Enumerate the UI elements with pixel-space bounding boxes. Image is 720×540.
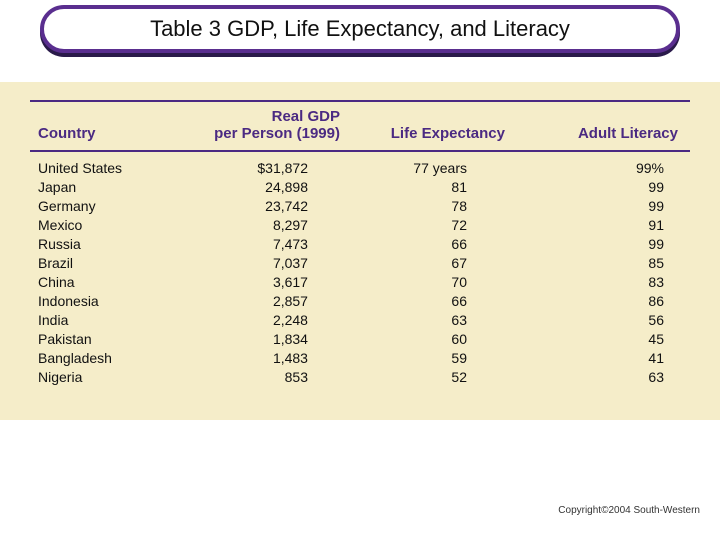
cell-gdp: $31,872 — [188, 151, 360, 178]
table-row: Japan24,8988199 — [30, 178, 690, 197]
table-row: Brazil7,0376785 — [30, 254, 690, 273]
cell-life: 67 — [360, 254, 525, 273]
cell-gdp: 853 — [188, 368, 360, 387]
header-country: Country — [30, 104, 188, 151]
cell-gdp: 23,742 — [188, 197, 360, 216]
cell-gdp: 3,617 — [188, 273, 360, 292]
cell-country: Russia — [30, 235, 188, 254]
cell-literacy: 86 — [525, 292, 690, 311]
cell-literacy: 83 — [525, 273, 690, 292]
cell-life: 78 — [360, 197, 525, 216]
cell-literacy: 63 — [525, 368, 690, 387]
cell-literacy: 99% — [525, 151, 690, 178]
cell-country: Japan — [30, 178, 188, 197]
table-row: Nigeria8535263 — [30, 368, 690, 387]
cell-gdp: 2,248 — [188, 311, 360, 330]
table-row: Germany23,7427899 — [30, 197, 690, 216]
cell-life: 63 — [360, 311, 525, 330]
header-gdp: Real GDP per Person (1999) — [188, 104, 360, 151]
cell-literacy: 85 — [525, 254, 690, 273]
cell-life: 52 — [360, 368, 525, 387]
table-row: Bangladesh1,4835941 — [30, 349, 690, 368]
header-gdp-line2: per Person (1999) — [214, 125, 340, 142]
cell-literacy: 99 — [525, 178, 690, 197]
cell-country: Pakistan — [30, 330, 188, 349]
cell-country: Germany — [30, 197, 188, 216]
cell-gdp: 2,857 — [188, 292, 360, 311]
cell-gdp: 7,473 — [188, 235, 360, 254]
table-body: United States$31,87277 years99%Japan24,8… — [30, 151, 690, 387]
cell-life: 81 — [360, 178, 525, 197]
cell-literacy: 91 — [525, 216, 690, 235]
cell-gdp: 8,297 — [188, 216, 360, 235]
cell-country: Brazil — [30, 254, 188, 273]
title-bar: Table 3 GDP, Life Expectancy, and Litera… — [40, 5, 680, 53]
page-title: Table 3 GDP, Life Expectancy, and Litera… — [150, 16, 570, 42]
table-row: Pakistan1,8346045 — [30, 330, 690, 349]
cell-country: Mexico — [30, 216, 188, 235]
table-panel: Country Real GDP per Person (1999) Life … — [0, 82, 720, 420]
top-rule — [30, 100, 690, 102]
cell-country: India — [30, 311, 188, 330]
cell-country: Nigeria — [30, 368, 188, 387]
cell-country: China — [30, 273, 188, 292]
table-row: India2,2486356 — [30, 311, 690, 330]
gdp-table: Country Real GDP per Person (1999) Life … — [30, 104, 690, 387]
cell-gdp: 1,834 — [188, 330, 360, 349]
cell-gdp: 1,483 — [188, 349, 360, 368]
cell-life: 72 — [360, 216, 525, 235]
table-row: Mexico8,2977291 — [30, 216, 690, 235]
table-row: United States$31,87277 years99% — [30, 151, 690, 178]
table-row: China3,6177083 — [30, 273, 690, 292]
copyright-text: Copyright©2004 South-Western — [558, 505, 700, 516]
header-literacy: Adult Literacy — [525, 104, 690, 151]
cell-life: 70 — [360, 273, 525, 292]
cell-literacy: 45 — [525, 330, 690, 349]
cell-country: United States — [30, 151, 188, 178]
cell-literacy: 99 — [525, 197, 690, 216]
cell-literacy: 56 — [525, 311, 690, 330]
header-life: Life Expectancy — [360, 104, 525, 151]
cell-country: Indonesia — [30, 292, 188, 311]
cell-country: Bangladesh — [30, 349, 188, 368]
cell-literacy: 41 — [525, 349, 690, 368]
cell-life: 66 — [360, 292, 525, 311]
table-row: Russia7,4736699 — [30, 235, 690, 254]
cell-life: 77 years — [360, 151, 525, 178]
cell-life: 66 — [360, 235, 525, 254]
cell-gdp: 24,898 — [188, 178, 360, 197]
table-header: Country Real GDP per Person (1999) Life … — [30, 104, 690, 151]
table-row: Indonesia2,8576686 — [30, 292, 690, 311]
cell-gdp: 7,037 — [188, 254, 360, 273]
cell-life: 60 — [360, 330, 525, 349]
cell-literacy: 99 — [525, 235, 690, 254]
header-gdp-line1: Real GDP — [272, 108, 340, 125]
cell-life: 59 — [360, 349, 525, 368]
